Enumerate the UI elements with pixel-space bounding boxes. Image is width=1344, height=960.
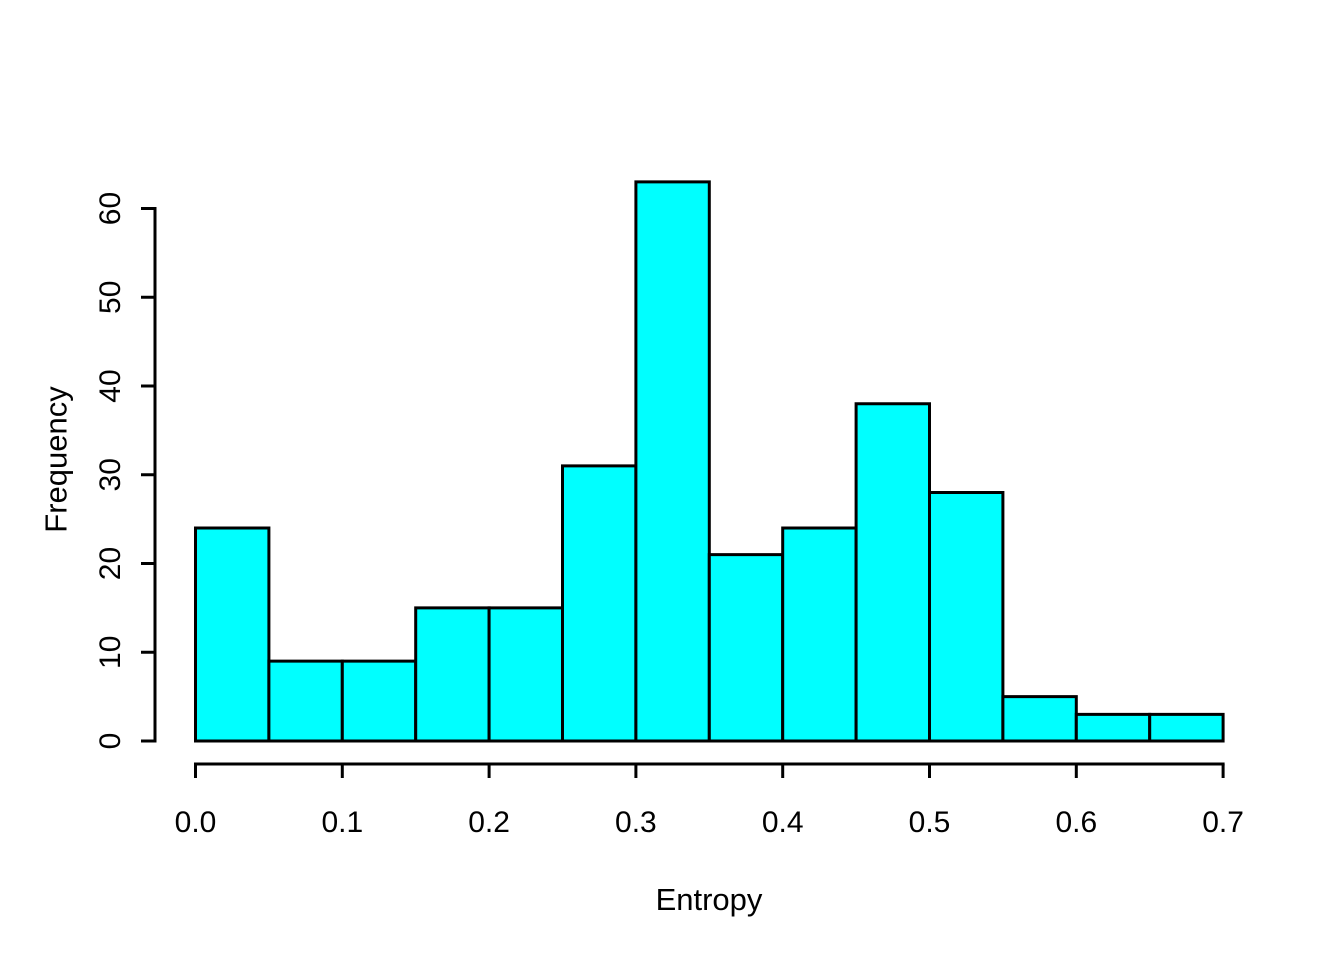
- x-tick-label: 0.5: [909, 806, 951, 839]
- y-tick-label: 40: [94, 369, 127, 402]
- histogram-bar: [340, 659, 418, 743]
- x-tick-label: 0.6: [1055, 806, 1097, 839]
- x-tick-label: 0.4: [762, 806, 804, 839]
- histogram-bar: [707, 553, 785, 743]
- y-tick-label: 20: [94, 547, 127, 580]
- y-tick-label: 50: [94, 281, 127, 314]
- histogram-bar: [487, 606, 565, 743]
- histogram-bar: [267, 659, 344, 743]
- histogram-bar: [854, 402, 931, 743]
- x-tick-label: 0.3: [615, 806, 657, 839]
- y-tick-label: 30: [94, 458, 127, 491]
- histogram-bar: [1001, 695, 1078, 743]
- x-tick-label: 0.0: [175, 806, 217, 839]
- histogram-bar: [781, 526, 858, 743]
- histogram-bar: [414, 606, 491, 743]
- histogram-bar: [1074, 712, 1152, 743]
- histogram-bar: [194, 526, 271, 743]
- x-tick-label: 0.2: [468, 806, 510, 839]
- x-tick-label: 0.7: [1202, 806, 1244, 839]
- histogram-bar: [928, 491, 1005, 743]
- y-tick-label: 10: [94, 636, 127, 669]
- histogram-bar: [1148, 712, 1225, 743]
- x-tick-label: 0.1: [321, 806, 363, 839]
- x-axis-title: Entropy: [655, 882, 763, 917]
- y-axis-title: Frequency: [38, 386, 74, 533]
- y-tick-label: 0: [94, 733, 127, 750]
- histogram-bar: [561, 464, 638, 743]
- y-tick-label: 60: [94, 192, 127, 225]
- histogram-bar: [634, 180, 711, 743]
